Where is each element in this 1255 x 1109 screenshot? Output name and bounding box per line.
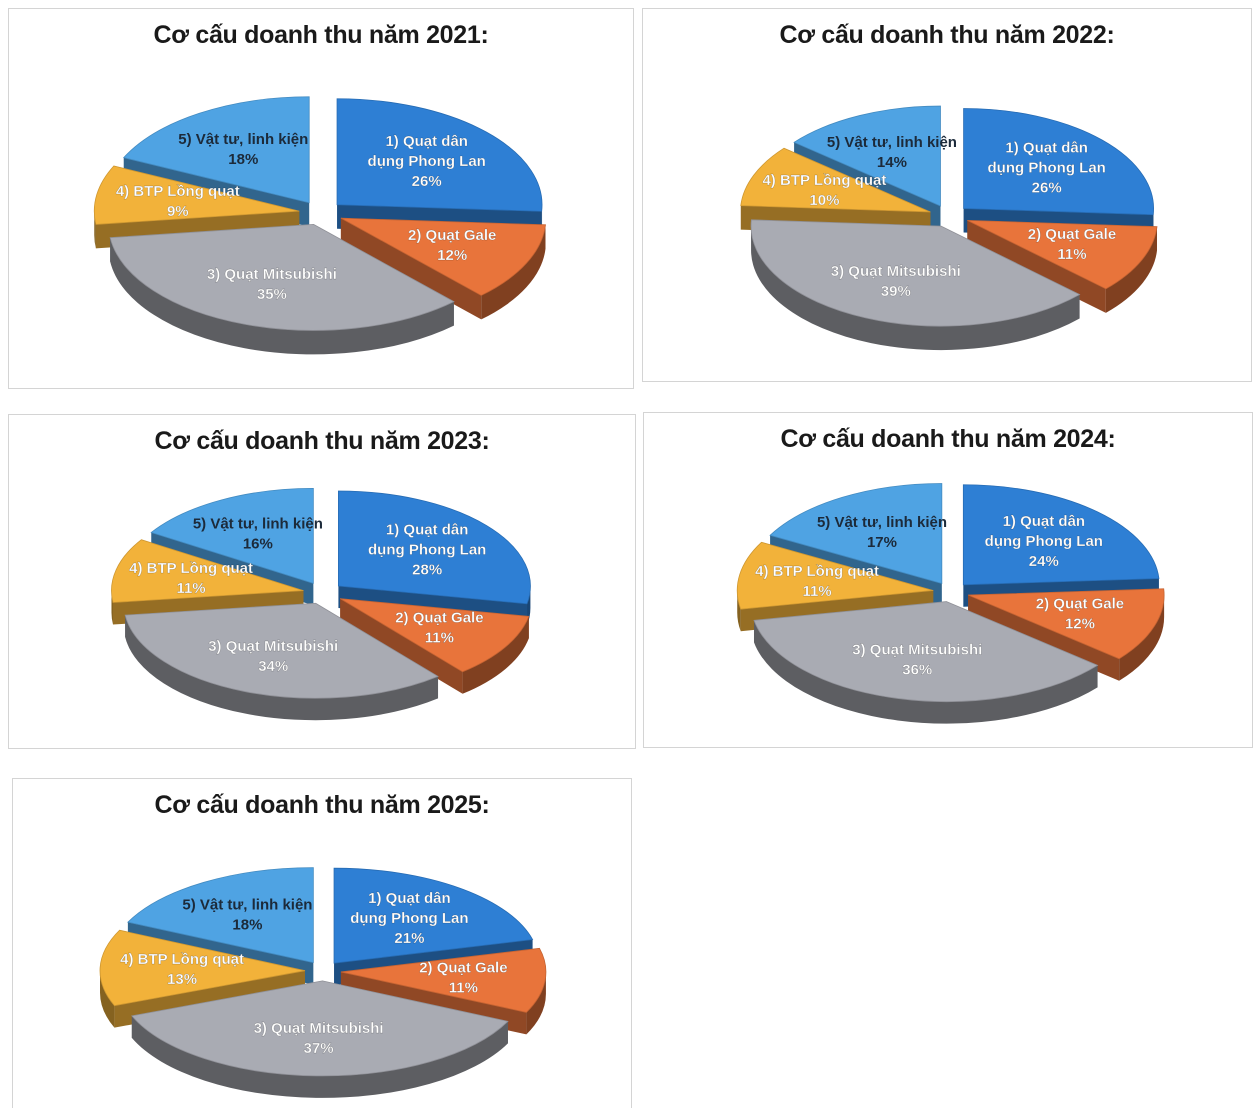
slice-name-label: 5) Vật tư, linh kiện (817, 514, 947, 531)
slice-name-label: 2) Quạt Gale (419, 959, 507, 976)
slice-name-label: 2) Quạt Gale (395, 610, 483, 627)
slice-percent-label: 17% (867, 534, 897, 551)
slice-name-label: 5) Vật tư, linh kiện (178, 131, 308, 148)
slice-name-label: 3) Quạt Mitsubishi (852, 642, 982, 659)
slice-name-label: 4) BTP Lồng quạt (129, 560, 253, 577)
slice-name-label: 2) Quạt Gale (1028, 226, 1116, 243)
pie-chart-2022: 1) Quạt dân dụng Phong Lan 26% 2) Quạt Gale… (643, 9, 1253, 383)
slice-name-label: 4) BTP Lồng quạt (120, 951, 244, 968)
slice-percent-label: 16% (243, 535, 273, 552)
slice-name-label: 3) Quạt Mitsubishi (254, 1020, 384, 1037)
slice-name-label: 1) Quạt dân (368, 890, 451, 907)
slice-name-label: 1) Quạt dân (1003, 513, 1086, 530)
pie-chart-2025: 1) Quạt dân dụng Phong Lan 21% 2) Quạt Gale… (13, 779, 633, 1109)
slice-name-label: dụng Phong Lan (988, 159, 1106, 176)
slice-name-label: dụng Phong Lan (350, 910, 468, 927)
slice-percent-label: 11% (425, 630, 454, 647)
slice-percent-label: 18% (232, 917, 262, 934)
slice-percent-label: 26% (412, 173, 442, 190)
slice-percent-label: 11% (176, 580, 205, 597)
slice-percent-label: 11% (1057, 246, 1086, 263)
pie-chart-2023: 1) Quạt dân dụng Phong Lan 28% 2) Quạt Gale… (9, 415, 637, 750)
slice-percent-label: 11% (449, 979, 478, 996)
slice-name-label: 5) Vật tư, linh kiện (193, 515, 323, 532)
slice-name-label: 1) Quạt dân (385, 133, 468, 150)
slice-name-label: dụng Phong Lan (985, 533, 1103, 550)
slice-name-label: dụng Phong Lan (368, 153, 486, 170)
slice-percent-label: 10% (809, 192, 839, 209)
slice-percent-label: 24% (1029, 553, 1059, 570)
slice-percent-label: 37% (304, 1040, 334, 1057)
slice-name-label: 1) Quạt dân (386, 522, 469, 539)
slice-percent-label: 21% (394, 930, 424, 947)
slice-name-label: dụng Phong Lan (368, 542, 486, 559)
slice-name-label: 1) Quạt dân (1005, 139, 1088, 156)
slice-name-label: 3) Quạt Mitsubishi (207, 266, 337, 283)
slice-name-label: 5) Vật tư, linh kiện (182, 897, 312, 914)
slice-percent-label: 14% (877, 154, 907, 171)
slice-percent-label: 35% (257, 286, 287, 303)
slice-percent-label: 39% (881, 283, 911, 300)
slice-name-label: 3) Quạt Mitsubishi (208, 638, 338, 655)
slice-name-label: 4) BTP Lồng quạt (116, 183, 240, 200)
slice-name-label: 2) Quạt Gale (1036, 596, 1124, 613)
slice-name-label: 4) BTP Lồng quạt (755, 563, 879, 580)
pie-chart-2021: 1) Quạt dân dụng Phong Lan 26% 2) Quạt Gale… (9, 9, 635, 390)
pie-chart-2024: 1) Quạt dân dụng Phong Lan 24% 2) Quạt Gale… (644, 413, 1254, 749)
slice-percent-label: 12% (1065, 616, 1095, 633)
slice-percent-label: 34% (258, 658, 288, 675)
slice-name-label: 2) Quạt Gale (408, 227, 496, 244)
slice-name-label: 4) BTP Lồng quạt (762, 172, 886, 189)
slice-percent-label: 12% (437, 247, 467, 264)
slice-percent-label: 9% (167, 203, 189, 220)
slice-percent-label: 26% (1032, 179, 1062, 196)
slice-percent-label: 13% (167, 971, 197, 988)
slice-percent-label: 11% (802, 583, 831, 600)
slice-percent-label: 28% (412, 562, 442, 579)
slice-name-label: 3) Quạt Mitsubishi (831, 263, 961, 280)
slice-percent-label: 18% (228, 151, 258, 168)
slice-name-label: 5) Vật tư, linh kiện (827, 134, 957, 151)
slice-percent-label: 36% (902, 662, 932, 679)
